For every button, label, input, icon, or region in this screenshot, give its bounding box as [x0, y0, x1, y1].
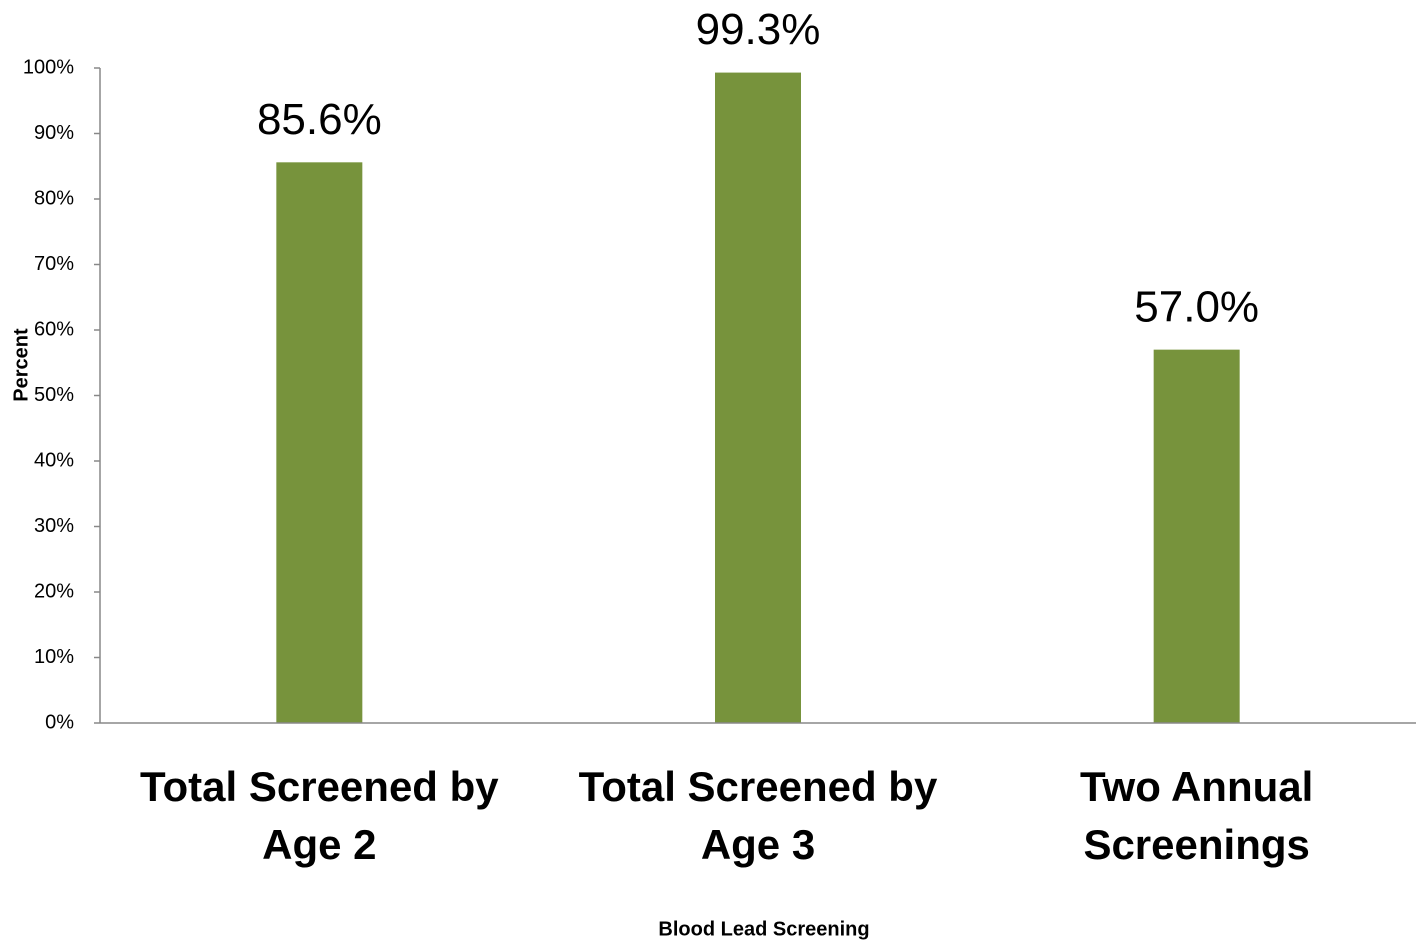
bar: [1153, 349, 1240, 723]
y-tick-label: 10%: [34, 646, 74, 668]
y-tick-label: 50%: [34, 384, 74, 406]
y-tick-label: 90%: [34, 122, 74, 144]
y-axis-label: Percent: [10, 328, 32, 402]
bar: [276, 162, 363, 723]
x-tick-label: Total Screened by Age 2: [139, 763, 499, 868]
y-tick-label: 60%: [34, 318, 74, 340]
bar: [715, 72, 801, 723]
value-label: 85.6%: [257, 95, 382, 144]
y-tick-label: 30%: [34, 515, 74, 537]
value-label: 99.3%: [696, 5, 821, 54]
y-tick-label: 80%: [34, 187, 74, 209]
x-tick-label: Two Annual Screenings: [1080, 763, 1314, 868]
y-tick-label: 0%: [45, 711, 74, 733]
x-tick-label: Total Screened by Age 3: [578, 763, 938, 868]
value-label: 57.0%: [1134, 282, 1259, 331]
y-tick-label: 20%: [34, 580, 74, 602]
y-tick-label: 70%: [34, 253, 74, 275]
y-tick-label: 40%: [34, 449, 74, 471]
x-axis-label: Blood Lead Screening: [658, 918, 869, 940]
y-tick-label: 100%: [23, 56, 74, 78]
